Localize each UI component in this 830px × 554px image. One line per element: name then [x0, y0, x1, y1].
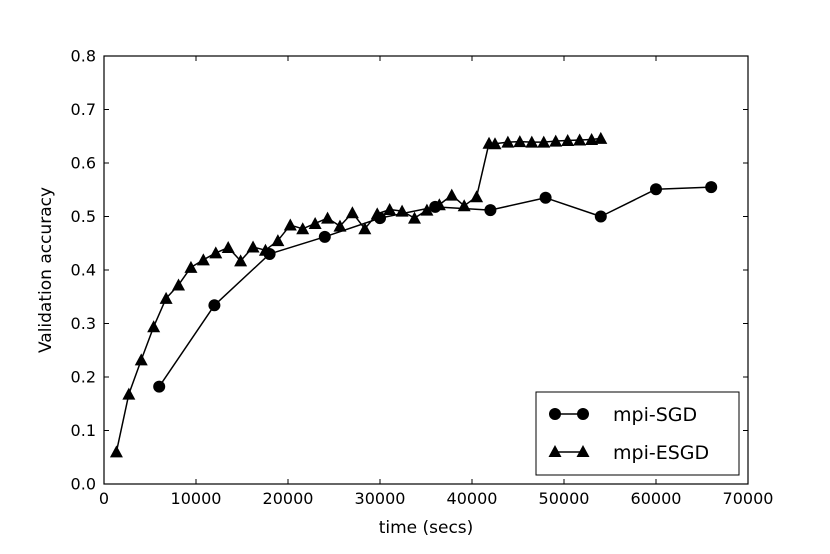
- legend-marker-circle: [577, 408, 589, 420]
- data-point-mpi-esgd: [513, 135, 527, 148]
- legend-marker-circle: [549, 408, 561, 420]
- data-point-mpi-esgd: [209, 246, 223, 259]
- x-tick-label: 0: [99, 489, 109, 508]
- data-point-mpi-sgd: [153, 380, 166, 393]
- data-point-mpi-esgd: [549, 134, 563, 147]
- data-point-mpi-esgd: [271, 234, 285, 247]
- data-point-mpi-esgd: [358, 222, 372, 235]
- data-point-mpi-esgd: [408, 211, 421, 224]
- axis-ticks: 0 10000 20000 30000 40000 50000 60000 70000 0.0 0…: [71, 47, 774, 509]
- plot-frame: [103, 55, 749, 485]
- data-point-mpi-esgd: [122, 387, 136, 400]
- data-point-mpi-sgd: [705, 181, 718, 194]
- legend: mpi-SGD mpi-ESGD: [535, 391, 740, 476]
- data-point-mpi-esgd: [585, 132, 599, 145]
- data-point-mpi-esgd: [184, 260, 198, 273]
- data-point-mpi-esgd: [308, 216, 322, 229]
- x-axis-label: time (secs): [379, 518, 474, 538]
- y-tick-label: 0.6: [71, 154, 96, 173]
- y-tick-label: 0.5: [71, 207, 96, 226]
- y-tick-label: 0.7: [71, 100, 96, 119]
- data-point-mpi-esgd: [445, 188, 459, 201]
- x-tick-label: 20000: [263, 489, 314, 508]
- data-point-mpi-esgd: [501, 135, 515, 148]
- data-point-mpi-esgd: [370, 207, 384, 220]
- y-axis-label: Validation accuracy: [36, 187, 56, 353]
- y-tick-label: 0.1: [71, 421, 96, 440]
- data-point-mpi-esgd: [134, 353, 148, 366]
- data-point-mpi-esgd: [283, 218, 297, 231]
- data-point-mpi-sgd: [539, 191, 552, 204]
- legend-label-mpi-esgd: mpi-ESGD: [613, 442, 709, 464]
- data-point-mpi-esgd: [420, 203, 434, 216]
- data-point-mpi-esgd: [561, 134, 575, 147]
- data-point-mpi-sgd: [594, 210, 607, 223]
- data-point-mpi-esgd: [147, 320, 161, 333]
- data-point-mpi-esgd: [395, 204, 409, 217]
- legend-marker-triangle: [548, 445, 562, 457]
- data-point-mpi-esgd: [172, 278, 186, 291]
- data-point-mpi-esgd: [525, 135, 539, 148]
- data-point-mpi-sgd: [484, 204, 497, 217]
- x-tick-label: 30000: [355, 489, 406, 508]
- data-point-mpi-esgd: [196, 253, 210, 266]
- series-mpi-esgd: [109, 131, 608, 458]
- legend-entry-mpi-sgd: mpi-SGD: [549, 404, 697, 426]
- data-point-mpi-esgd: [383, 203, 397, 216]
- y-tick-label: 0.2: [71, 368, 96, 387]
- x-tick-label: 10000: [171, 489, 222, 508]
- data-point-mpi-esgd: [246, 240, 260, 253]
- y-tick-label: 0.0: [71, 475, 96, 494]
- data-point-mpi-esgd: [594, 131, 608, 144]
- data-point-mpi-esgd: [537, 135, 551, 148]
- data-point-mpi-esgd: [221, 241, 235, 254]
- x-tick-label: 50000: [539, 489, 590, 508]
- legend-box: [535, 391, 740, 476]
- legend-label-mpi-sgd: mpi-SGD: [613, 404, 697, 426]
- data-point-mpi-esgd: [457, 199, 471, 212]
- legend-marker-triangle: [576, 445, 590, 457]
- data-point-mpi-esgd: [432, 198, 446, 211]
- data-point-mpi-esgd: [109, 445, 123, 458]
- data-point-mpi-esgd: [488, 137, 502, 150]
- y-tick-label: 0.8: [71, 47, 96, 66]
- y-tick-label: 0.3: [71, 314, 96, 333]
- data-point-mpi-sgd: [208, 299, 221, 312]
- data-point-mpi-esgd: [321, 211, 335, 224]
- data-point-mpi-sgd: [650, 183, 662, 196]
- x-tick-label: 60000: [631, 489, 682, 508]
- series-layer: [109, 131, 718, 458]
- x-tick-label: 70000: [723, 489, 774, 508]
- data-point-mpi-esgd: [470, 190, 484, 203]
- data-point-mpi-sgd: [318, 230, 331, 243]
- legend-entry-mpi-esgd: mpi-ESGD: [548, 442, 709, 464]
- data-point-mpi-esgd: [345, 206, 359, 219]
- data-point-mpi-esgd: [296, 222, 310, 235]
- data-point-mpi-esgd: [159, 291, 173, 304]
- data-point-mpi-esgd: [258, 243, 272, 256]
- data-point-mpi-esgd: [573, 133, 587, 146]
- data-point-mpi-esgd: [234, 254, 248, 267]
- y-tick-label: 0.4: [71, 261, 96, 280]
- data-point-mpi-esgd: [333, 219, 347, 232]
- x-tick-label: 40000: [447, 489, 498, 508]
